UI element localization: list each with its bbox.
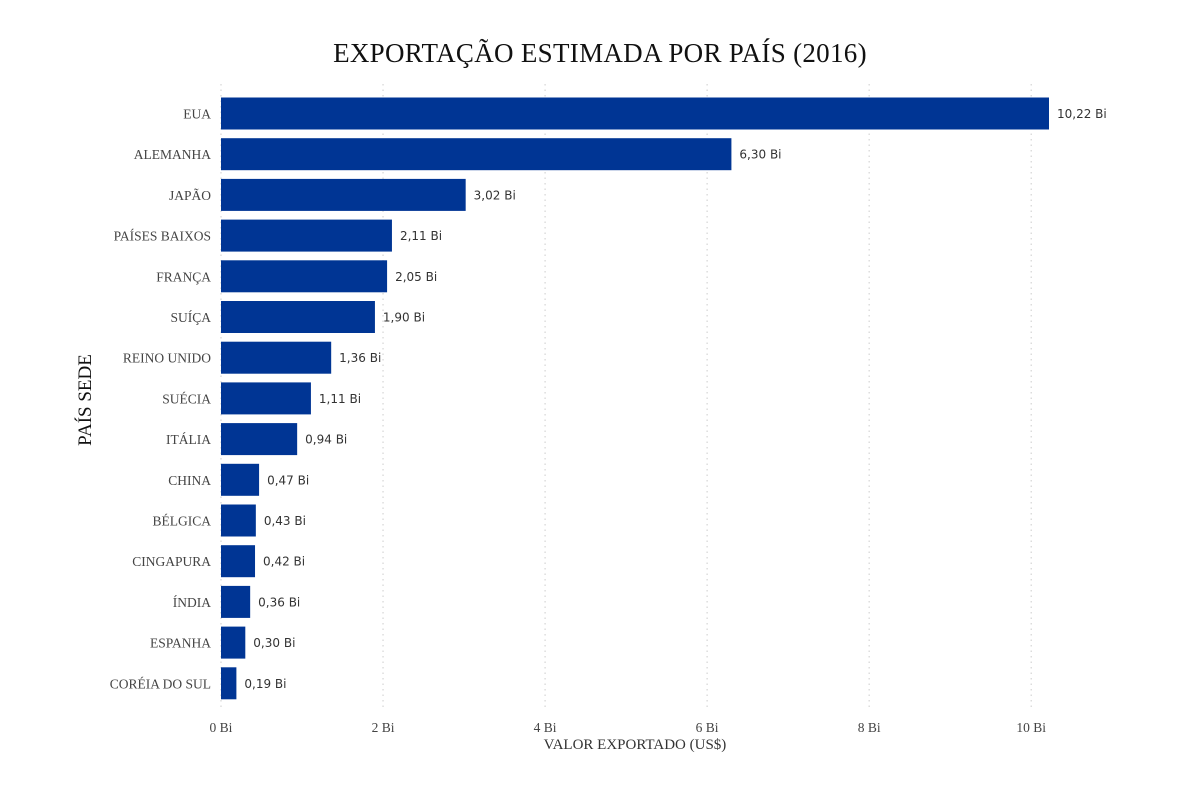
bar: [221, 423, 298, 456]
x-tick-label: 0 Bi: [210, 720, 233, 735]
data-label: 6,30 Bi: [739, 148, 781, 162]
data-label: 10,22 Bi: [1057, 107, 1107, 121]
bar: [221, 667, 237, 700]
x-tick-label: 10 Bi: [1016, 720, 1046, 735]
x-axis-label: VALOR EXPORTADO (US$): [543, 737, 727, 753]
category-label: ESPANHA: [150, 636, 211, 651]
category-label: FRANÇA: [156, 269, 211, 284]
bar: [221, 382, 311, 415]
category-label: PAÍSES BAIXOS: [114, 229, 211, 244]
category-label: CHINA: [168, 473, 211, 488]
category-label: BÉLGICA: [153, 514, 212, 529]
category-label: CORÉIA DO SUL: [110, 676, 211, 691]
data-label: 1,90 Bi: [383, 311, 425, 325]
chart-title: EXPORTAÇÃO ESTIMADA POR PAÍS (2016): [333, 38, 867, 68]
x-tick-label: 8 Bi: [858, 720, 881, 735]
data-label: 0,19 Bi: [244, 677, 286, 691]
data-label: 0,30 Bi: [253, 636, 295, 650]
data-label: 2,11 Bi: [400, 229, 442, 243]
data-label: 2,05 Bi: [395, 270, 437, 284]
x-tick-label: 4 Bi: [534, 720, 557, 735]
data-label: 0,42 Bi: [263, 555, 305, 569]
bar: [221, 585, 251, 618]
category-label: CINGAPURA: [132, 554, 211, 569]
x-tick-label: 2 Bi: [372, 720, 395, 735]
bar: [221, 626, 246, 659]
category-label: ITÁLIA: [166, 432, 211, 447]
category-label: SUÍÇA: [170, 310, 211, 325]
bar: [221, 138, 732, 171]
data-label: 1,36 Bi: [339, 351, 381, 365]
bar: [221, 341, 332, 374]
bar: [221, 301, 375, 333]
bar: [221, 504, 256, 537]
bar: [221, 97, 1049, 130]
category-label: SUÉCIA: [162, 391, 211, 406]
data-label: 3,02 Bi: [474, 188, 516, 202]
bar: [221, 219, 392, 252]
bar: [221, 260, 388, 293]
category-label: EUA: [183, 107, 211, 122]
data-label: 0,47 Bi: [267, 473, 309, 487]
data-label: 0,43 Bi: [264, 514, 306, 528]
category-label: REINO UNIDO: [123, 351, 211, 366]
category-label: ÍNDIA: [173, 595, 211, 610]
data-label: 0,36 Bi: [258, 595, 300, 609]
bar: [221, 463, 260, 496]
x-tick-label: 6 Bi: [696, 720, 719, 735]
category-label: ALEMANHA: [134, 147, 211, 162]
bar: [221, 545, 256, 578]
category-label: JAPÃO: [169, 188, 211, 203]
bar: [221, 178, 466, 211]
data-label: 1,11 Bi: [319, 392, 361, 406]
data-label: 0,94 Bi: [305, 433, 347, 447]
